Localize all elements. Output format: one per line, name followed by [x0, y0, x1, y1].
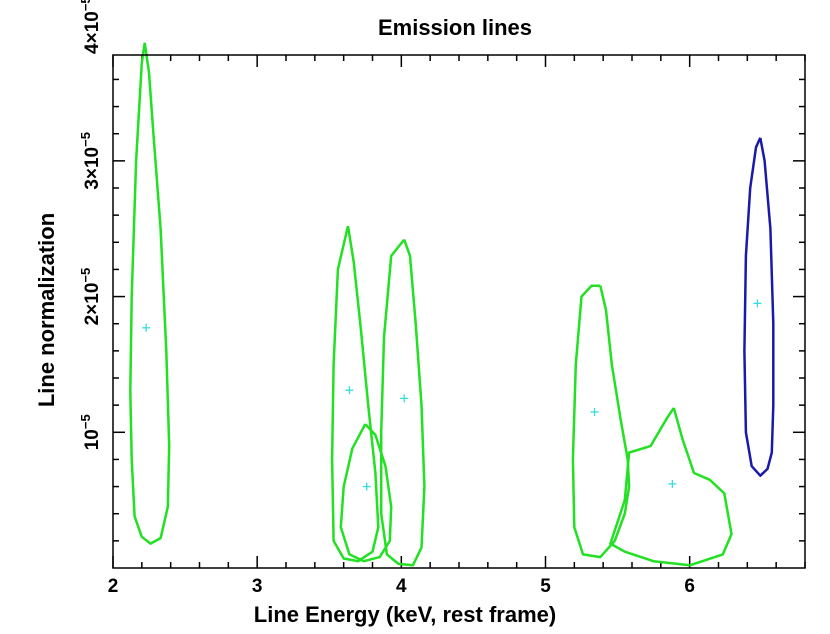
confidence-contour-green [379, 238, 426, 567]
x-tick-label: 5 [540, 576, 551, 597]
y-axis-label: Line normalization [34, 213, 59, 407]
confidence-contour-blue [743, 137, 775, 477]
best-fit-marker [668, 479, 677, 488]
y-tick-label: 4×10−5 [78, 0, 103, 54]
y-tick-label: 2×10−5 [78, 268, 103, 326]
best-fit-marker [400, 394, 409, 403]
x-tick-label: 2 [108, 576, 119, 597]
x-tick-label: 4 [396, 576, 407, 597]
best-fit-marker [590, 407, 599, 416]
confidence-contour-green [571, 284, 631, 559]
confidence-contour-green [129, 42, 171, 545]
plot-frame [112, 54, 806, 569]
best-fit-marker [362, 482, 371, 491]
contours-layer [129, 42, 775, 567]
axis-ticks: 2 3 4 5 6 10−5 2×10−5 3×10−5 4×10−5 [78, 0, 806, 597]
x-axis-label: Line Energy (keV, rest frame) [254, 602, 556, 627]
best-fit-marker [753, 299, 762, 308]
x-tick-label: 3 [252, 576, 263, 597]
confidence-contour-green [339, 423, 393, 563]
confidence-contour-green [330, 225, 380, 563]
chart-title: Emission lines [378, 15, 532, 40]
x-tick-label: 6 [684, 576, 695, 597]
best-fit-marker [142, 323, 151, 332]
confidence-contour-green [609, 407, 733, 567]
best-fit-marker [345, 386, 354, 395]
y-tick-label: 3×10−5 [78, 132, 103, 190]
y-tick-label: 10−5 [78, 414, 103, 450]
